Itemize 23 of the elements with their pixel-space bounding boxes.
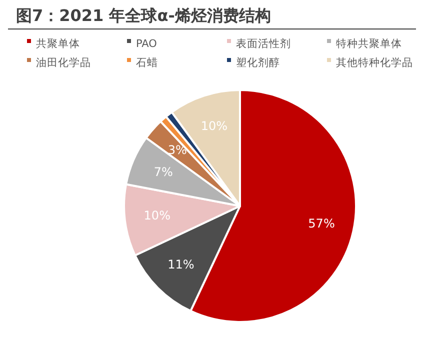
legend-label: 石蜡 xyxy=(136,56,158,69)
legend-item: 塑化剂醇 xyxy=(227,56,280,69)
data-label: 7% xyxy=(154,165,173,180)
legend-label: 共聚单体 xyxy=(36,36,80,50)
legend-label: 特种共聚单体 xyxy=(336,36,402,50)
legend-item: 石蜡 xyxy=(127,56,158,69)
legend-label: PAO xyxy=(136,38,157,50)
data-label: 10% xyxy=(144,208,170,223)
data-label: 11% xyxy=(168,257,194,272)
data-label: 57% xyxy=(308,216,335,230)
chart-title: 图7：2021 年全球α-烯烃消费结构 xyxy=(16,6,271,25)
legend-item: PAO xyxy=(127,38,157,50)
legend-label: 其他特种化学品 xyxy=(336,56,413,69)
legend-label: 塑化剂醇 xyxy=(236,56,280,69)
data-label: 10% xyxy=(200,118,228,133)
legend-label: 油田化学品 xyxy=(36,56,91,69)
legend-item: 其他特种化学品 xyxy=(327,56,413,69)
legend-label: 表面活性剂 xyxy=(236,36,291,50)
legend-item: 表面活性剂 xyxy=(227,38,291,50)
legend-item: 油田化学品 xyxy=(27,56,91,69)
legend-item: 特种共聚单体 xyxy=(327,38,402,50)
legend-item: 共聚单体 xyxy=(27,38,80,50)
data-label: 3% xyxy=(168,143,187,158)
